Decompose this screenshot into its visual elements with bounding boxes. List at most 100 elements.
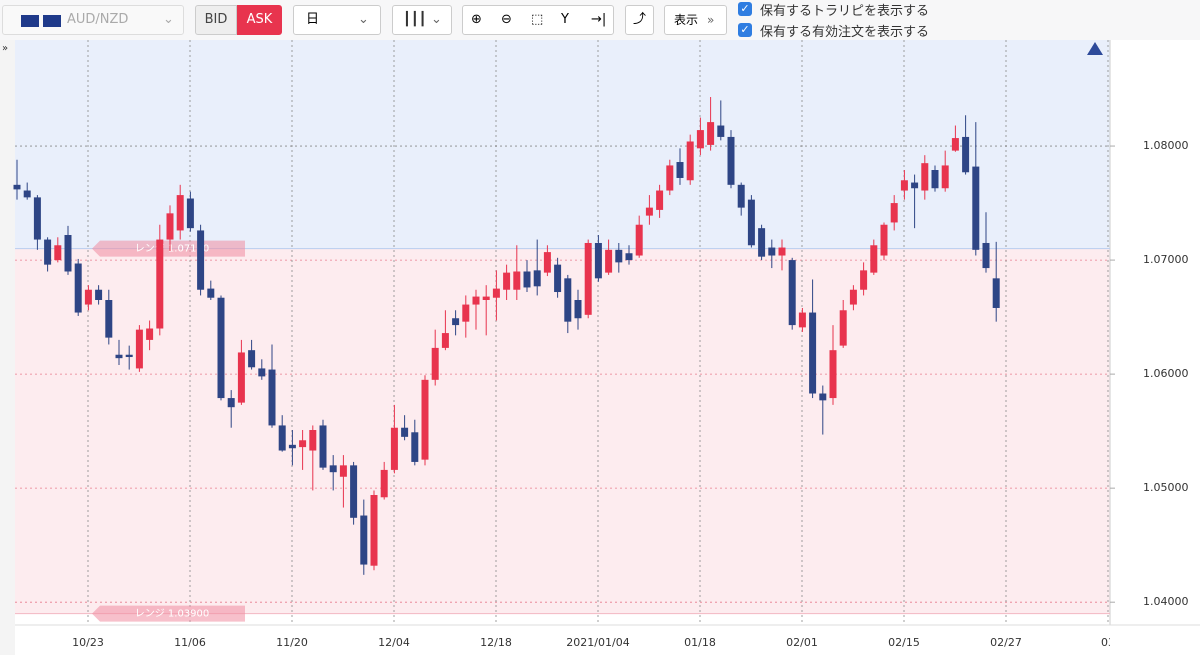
candle-body [23,190,31,198]
bid-button[interactable]: BID [195,5,237,35]
candle-body [543,252,551,273]
candle-body [666,165,674,191]
x-tick-label: 01/18 [684,636,716,649]
candle-body [747,199,755,246]
candle-body [217,297,225,399]
candle-body [982,242,990,269]
candle-body [135,329,143,369]
candle-body [288,444,296,449]
symbol: AUD/NZD [67,12,129,27]
candle-body [758,228,766,257]
candle-body [870,245,878,273]
display-select[interactable]: 表示 » [664,5,727,35]
x-tick-label: 12/04 [378,636,410,649]
range-tag [92,240,245,257]
candle-body [635,224,643,256]
candle-body [84,289,92,305]
candle-body [686,141,694,181]
candle-body [33,197,41,240]
candle-body [849,289,857,305]
candle-body [186,198,194,229]
candle-body [788,260,796,326]
flag [21,15,39,27]
x-tick-label: 10/23 [72,636,104,649]
candle-body [574,300,582,319]
candle-body [819,393,827,401]
candle-body [890,203,898,223]
timeframe: 日 [306,12,320,27]
candle-body [176,195,184,231]
x-tick-label: 02/01 [786,636,818,649]
chart-type-select[interactable]: ┃┃┃ ⌄ [392,5,452,35]
y-tick-label: 1.07000 [1143,253,1189,266]
expand-icon[interactable]: » [2,43,8,54]
candle-body [972,166,980,250]
chevron: ⌄ [163,12,174,27]
candle-body [707,122,715,145]
candle-body [564,278,572,322]
candle-body [411,432,419,462]
checkbox[interactable]: ✓ [738,2,752,16]
candle-body [370,495,378,566]
price-axis [1110,40,1200,625]
candle-body [54,245,62,261]
candle-body [462,304,470,322]
range-label: レンジ 1.03900 [135,609,210,620]
candle-body [656,190,664,210]
ask-button[interactable]: ASK [237,5,282,35]
candle-body [696,130,704,149]
candle-body [441,333,449,348]
candle-body [380,469,388,498]
candle-body [258,368,266,377]
candle-body [513,271,521,290]
jump-latest[interactable]: →| [591,12,607,27]
candle-body [717,125,725,137]
candle-body [319,425,327,468]
x-tick-label: 11/20 [276,636,308,649]
candle-body [584,242,592,315]
candle-body [594,242,602,279]
timeframe-select[interactable]: 日 ⌄ [293,5,381,35]
range-label: レンジ 1.07100 [135,244,210,255]
candle-body [768,247,776,256]
candle-body [452,318,460,326]
indicator-button[interactable]: ⤴ [625,5,654,35]
toolbar: AUD/NZD ⌄ BID ASK 日 ⌄ ┃┃┃ ⌄ ⊕ ⊖ ⬚ Y →| ⤴ 表… [0,0,1200,40]
candle-body [554,264,562,293]
zoom-out[interactable]: ⊖ [501,12,512,27]
y-tick-label: 1.05000 [1143,481,1189,494]
side-handle[interactable] [0,40,15,655]
candle-body [605,249,613,273]
candle-body [798,312,806,328]
candle-body [44,239,52,265]
flag [43,15,61,27]
candle-body [237,352,245,403]
candle-body [64,235,72,272]
candle-body [727,136,735,185]
zoom-in[interactable]: ⊕ [471,12,482,27]
zoom-tools[interactable]: ⊕ ⊖ ⬚ Y →| [462,5,614,35]
scroll-indicator [1087,42,1103,55]
candle-body [105,300,113,338]
x-tick-label: 2021/01/04 [566,636,629,649]
candle-body [962,136,970,173]
x-tick-label: 03 [1101,636,1115,649]
candle-body [809,312,817,394]
checkbox-label: 保有するトラリピを表示する [760,4,930,19]
candle-body [95,289,103,300]
candle-body [390,427,398,470]
candle-body [166,213,174,240]
x-tick-label: 11/06 [174,636,206,649]
symbol-select[interactable]: AUD/NZD ⌄ [2,5,184,35]
candle-body [860,270,868,290]
fit[interactable]: ⬚ [531,12,544,27]
y-tick-label: 1.04000 [1143,595,1189,608]
candle-body [360,515,368,565]
candle-body [839,310,847,346]
candle-body [115,354,123,359]
checkbox[interactable]: ✓ [738,23,752,37]
candle-body [278,425,286,451]
candle-body [533,270,541,287]
price-tool[interactable]: Y [561,12,569,27]
